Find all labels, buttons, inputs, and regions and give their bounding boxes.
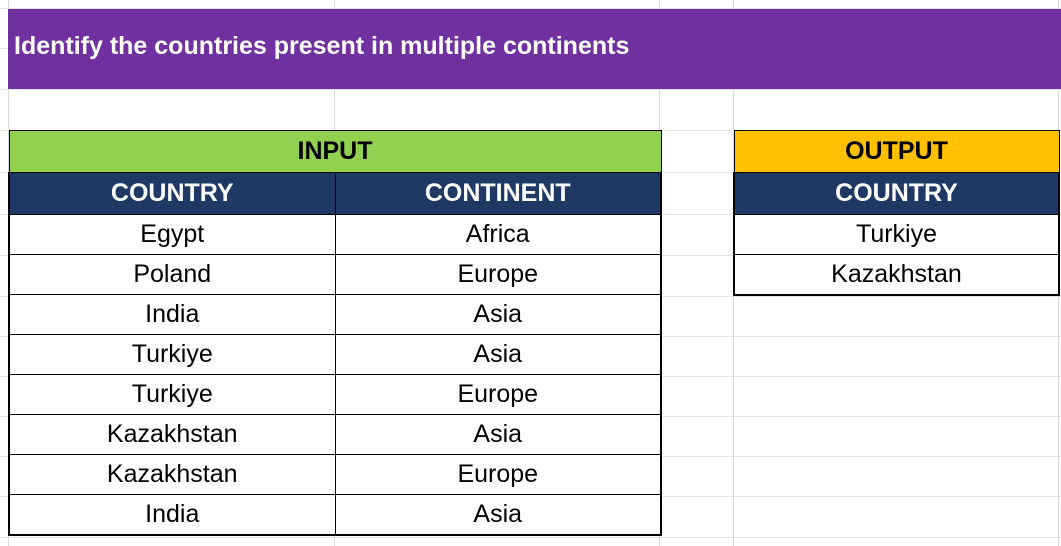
table-row: Turkiye Asia <box>8 334 662 375</box>
country-cell[interactable]: Kazakhstan <box>8 414 336 455</box>
column-header-country[interactable]: COUNTRY <box>8 172 336 215</box>
country-cell[interactable]: Turkiye <box>733 214 1060 255</box>
country-cell[interactable]: Poland <box>8 254 336 295</box>
country-cell[interactable]: India <box>8 494 336 536</box>
country-cell[interactable]: Turkiye <box>8 334 336 375</box>
input-table: INPUT COUNTRY CONTINENT Egypt Africa Pol… <box>8 130 662 536</box>
continent-cell[interactable]: Asia <box>334 494 662 536</box>
continent-cell[interactable]: Europe <box>334 254 662 295</box>
continent-cell[interactable]: Africa <box>334 214 662 255</box>
country-cell[interactable]: Kazakhstan <box>733 254 1060 296</box>
country-cell[interactable]: India <box>8 294 336 335</box>
table-row: India Asia <box>8 494 662 536</box>
country-cell[interactable]: Turkiye <box>8 374 336 415</box>
grid-line <box>0 537 1061 538</box>
country-cell[interactable]: Egypt <box>8 214 336 255</box>
grid-line <box>0 89 1061 90</box>
table-row: Turkiye Europe <box>8 374 662 415</box>
column-header-continent[interactable]: CONTINENT <box>334 172 662 215</box>
output-banner-cell[interactable]: OUTPUT <box>733 130 1060 173</box>
page-title[interactable]: Identify the countries present in multip… <box>8 9 1061 89</box>
continent-cell[interactable]: Asia <box>334 414 662 455</box>
continent-cell[interactable]: Europe <box>334 374 662 415</box>
input-banner-cell[interactable]: INPUT <box>8 130 662 173</box>
continent-cell[interactable]: Asia <box>334 294 662 335</box>
continent-cell[interactable]: Asia <box>334 334 662 375</box>
table-row: India Asia <box>8 294 662 335</box>
table-row: Poland Europe <box>8 254 662 295</box>
continent-cell[interactable]: Europe <box>334 454 662 495</box>
table-row: Turkiye <box>733 214 1060 255</box>
table-row: Egypt Africa <box>8 214 662 255</box>
grid-line <box>0 8 1061 9</box>
table-row: Kazakhstan Europe <box>8 454 662 495</box>
country-cell[interactable]: Kazakhstan <box>8 454 336 495</box>
table-row: Kazakhstan Asia <box>8 414 662 455</box>
output-table: OUTPUT COUNTRY Turkiye Kazakhstan <box>733 130 1060 296</box>
table-row: Kazakhstan <box>733 254 1060 296</box>
column-header-country[interactable]: COUNTRY <box>733 172 1060 215</box>
